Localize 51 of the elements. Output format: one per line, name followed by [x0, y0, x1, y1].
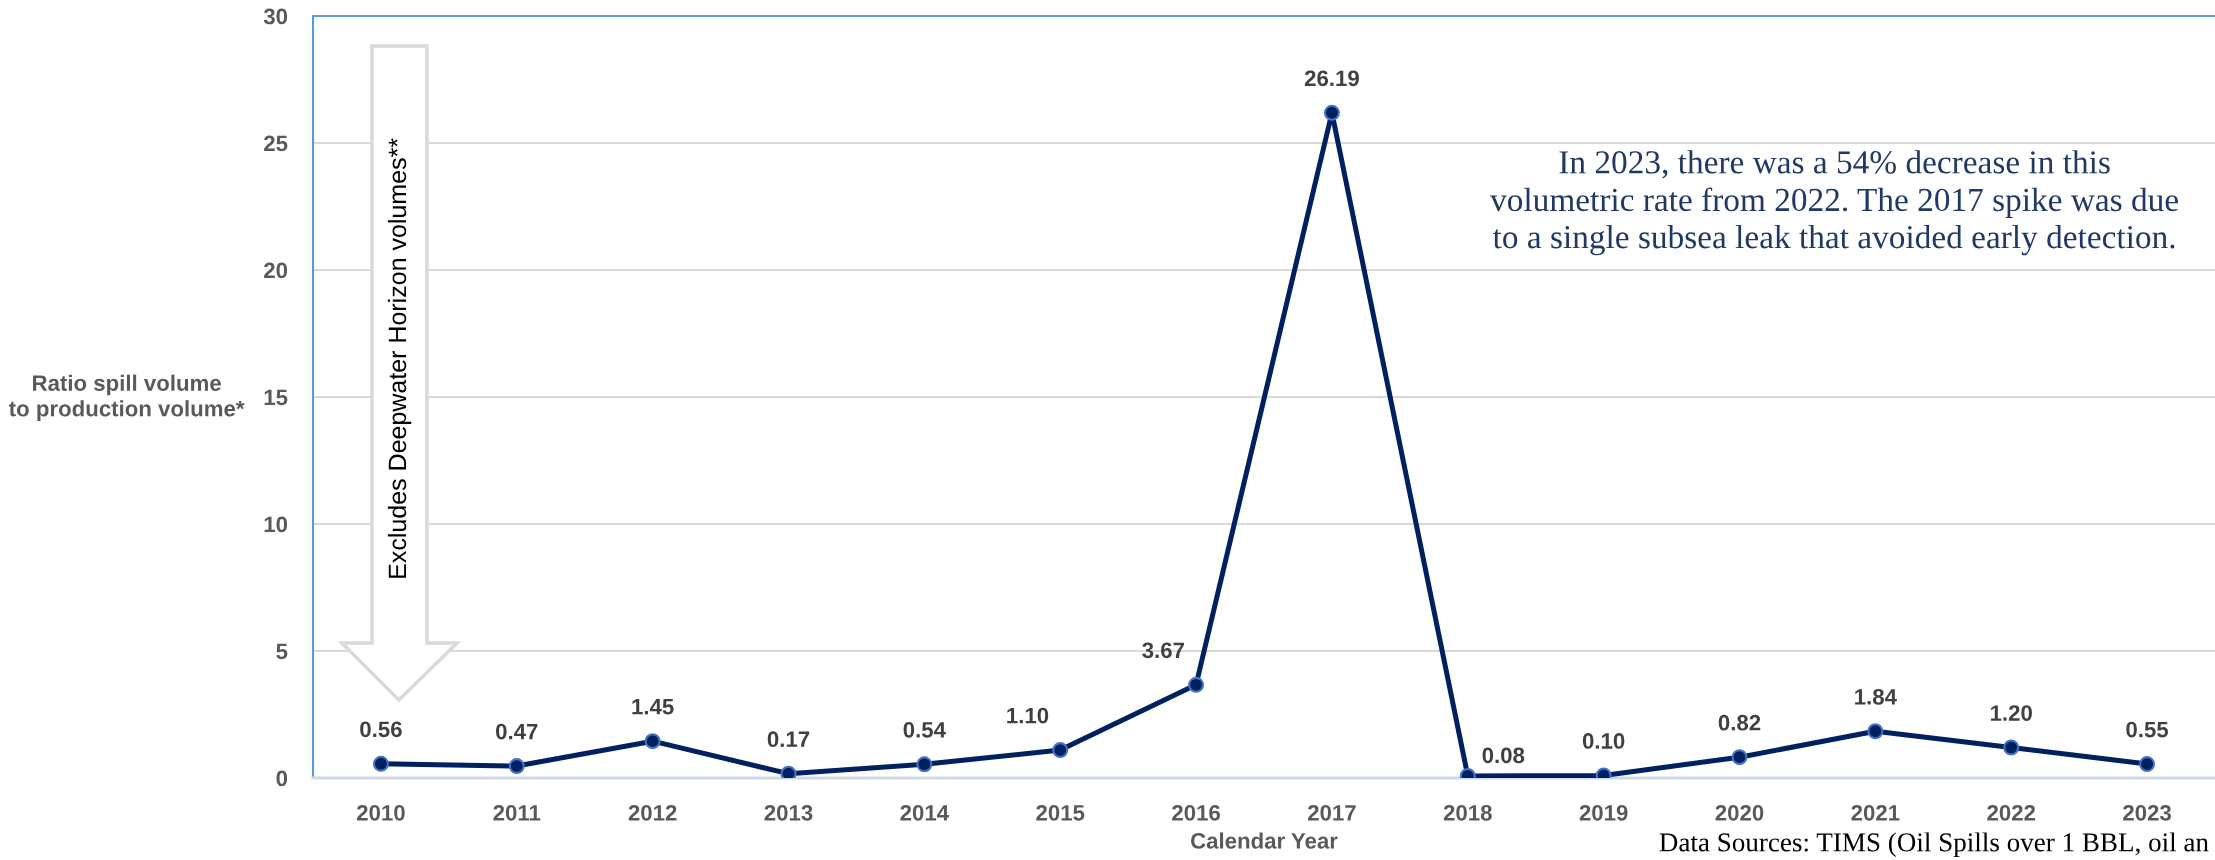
x-tick-label: 2023 [2123, 804, 2171, 821]
point [2003, 739, 2020, 756]
data-label: 1.10 [1007, 707, 1049, 724]
point [1731, 749, 1748, 766]
point [1188, 676, 1205, 693]
x-tick-label: 2019 [1579, 804, 1628, 821]
annotation: In 2023, there was a 54% decrease in this volumetric rate from 2022. The 2017 spike was due to a single subsea leak that avoided early detection. [1490, 150, 2178, 256]
point [1867, 723, 1884, 740]
point [1323, 104, 1340, 121]
y-tick-label: 10 [264, 516, 288, 533]
x-tick-label: 2011 [493, 804, 541, 821]
data-label: 0.47 [496, 723, 538, 740]
data-label: 0.55 [2126, 721, 2169, 738]
point [372, 755, 389, 772]
x-tick-label: 2012 [628, 804, 677, 821]
data-label: 3.67 [1142, 642, 1184, 659]
data-label: 0.17 [767, 731, 810, 748]
text: Data Sources: TIMS (Oil Spills over 1 BBL, oil an [1659, 832, 2209, 857]
x-tick-label: 2018 [1443, 804, 1492, 821]
data-label: 1.20 [1990, 705, 2032, 721]
point [2139, 756, 2156, 773]
x-tick-label: 2017 [1307, 804, 1356, 821]
y-tick-label: 15 [264, 389, 288, 406]
x-tick-label: 2022 [1987, 804, 2036, 821]
y-axis-title: Ratio spill volume to production volume* [8, 374, 245, 421]
annotation: Excludes Deepwater Horizon volumes** [387, 138, 412, 578]
data-label: 0.08 [1482, 747, 1525, 764]
point [916, 756, 933, 773]
data-label: 0.54 [903, 721, 946, 738]
data-label: 0.10 [1582, 733, 1625, 749]
x-axis-title: Calendar Year [1190, 832, 1338, 849]
point [1052, 742, 1069, 759]
data-label: 1.45 [632, 699, 674, 715]
x-tick-label: 2015 [1036, 804, 1085, 821]
y-tick-label: 20 [264, 262, 288, 279]
data-label: 1.84 [1855, 688, 1897, 705]
x-tick-label: 2021 [1851, 804, 1900, 821]
data-label: 0.56 [360, 721, 402, 738]
y-tick-label: 30 [263, 8, 288, 25]
x-tick-label: 2014 [900, 804, 949, 821]
data-label: 0.82 [1718, 714, 1761, 731]
y-tick-label: 0 [276, 770, 288, 787]
point [508, 758, 525, 775]
y-tick-label: 25 [264, 135, 288, 152]
point [644, 733, 661, 750]
y-tick-label: 5 [276, 643, 288, 660]
data-label: 26.19 [1304, 70, 1359, 87]
x-tick-label: 2013 [764, 804, 813, 821]
x-tick-label: 2016 [1172, 804, 1220, 821]
x-tick-label: 2020 [1715, 804, 1764, 821]
x-tick-label: 2010 [356, 804, 405, 821]
